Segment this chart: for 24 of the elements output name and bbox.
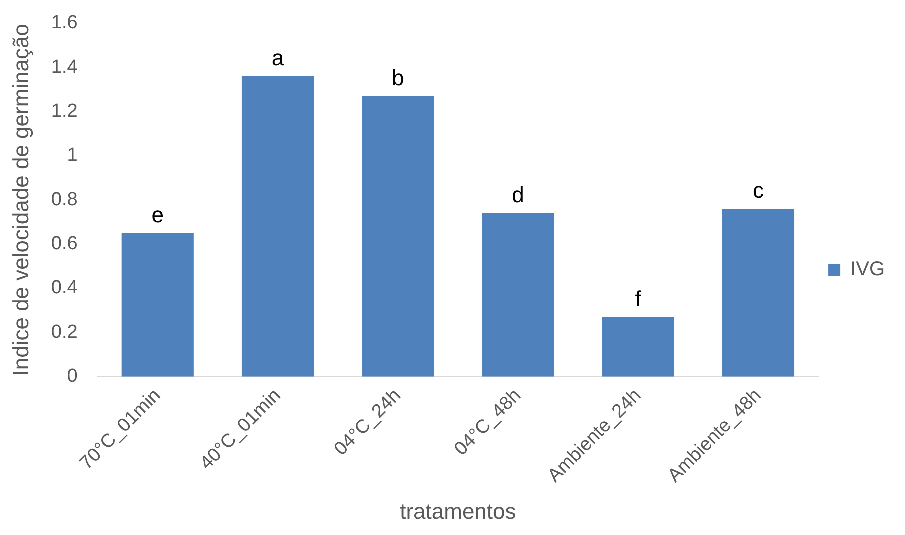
- bar: [362, 96, 434, 377]
- annotation: c: [752, 178, 764, 204]
- y-tick-label: 1: [67, 145, 78, 166]
- y-tick-label: 0.4: [51, 278, 78, 299]
- y-tick-label: 1.2: [51, 100, 78, 122]
- annotation: d: [512, 182, 524, 208]
- legend-label: IVG: [850, 258, 885, 281]
- bar: [482, 213, 554, 377]
- y-tick-label: 0.6: [51, 234, 78, 255]
- bar: [242, 76, 314, 377]
- bar: [122, 233, 194, 377]
- annotation: e: [152, 202, 164, 228]
- y-axis-title: Indice de velocidade de germinação: [8, 24, 34, 376]
- y-tick-label: 1.6: [51, 12, 78, 34]
- y-tick-label: 1.4: [51, 56, 78, 78]
- bar: [722, 208, 795, 377]
- x-axis-title: tratamentos: [400, 498, 516, 524]
- y-tick-label: 0.8: [51, 189, 78, 210]
- bar: [602, 317, 674, 377]
- y-tick-label: 0.2: [51, 322, 78, 343]
- annotation: b: [392, 65, 404, 90]
- annotation: f: [635, 286, 642, 312]
- annotation: a: [272, 45, 285, 70]
- y-tick-label: 0: [67, 366, 78, 388]
